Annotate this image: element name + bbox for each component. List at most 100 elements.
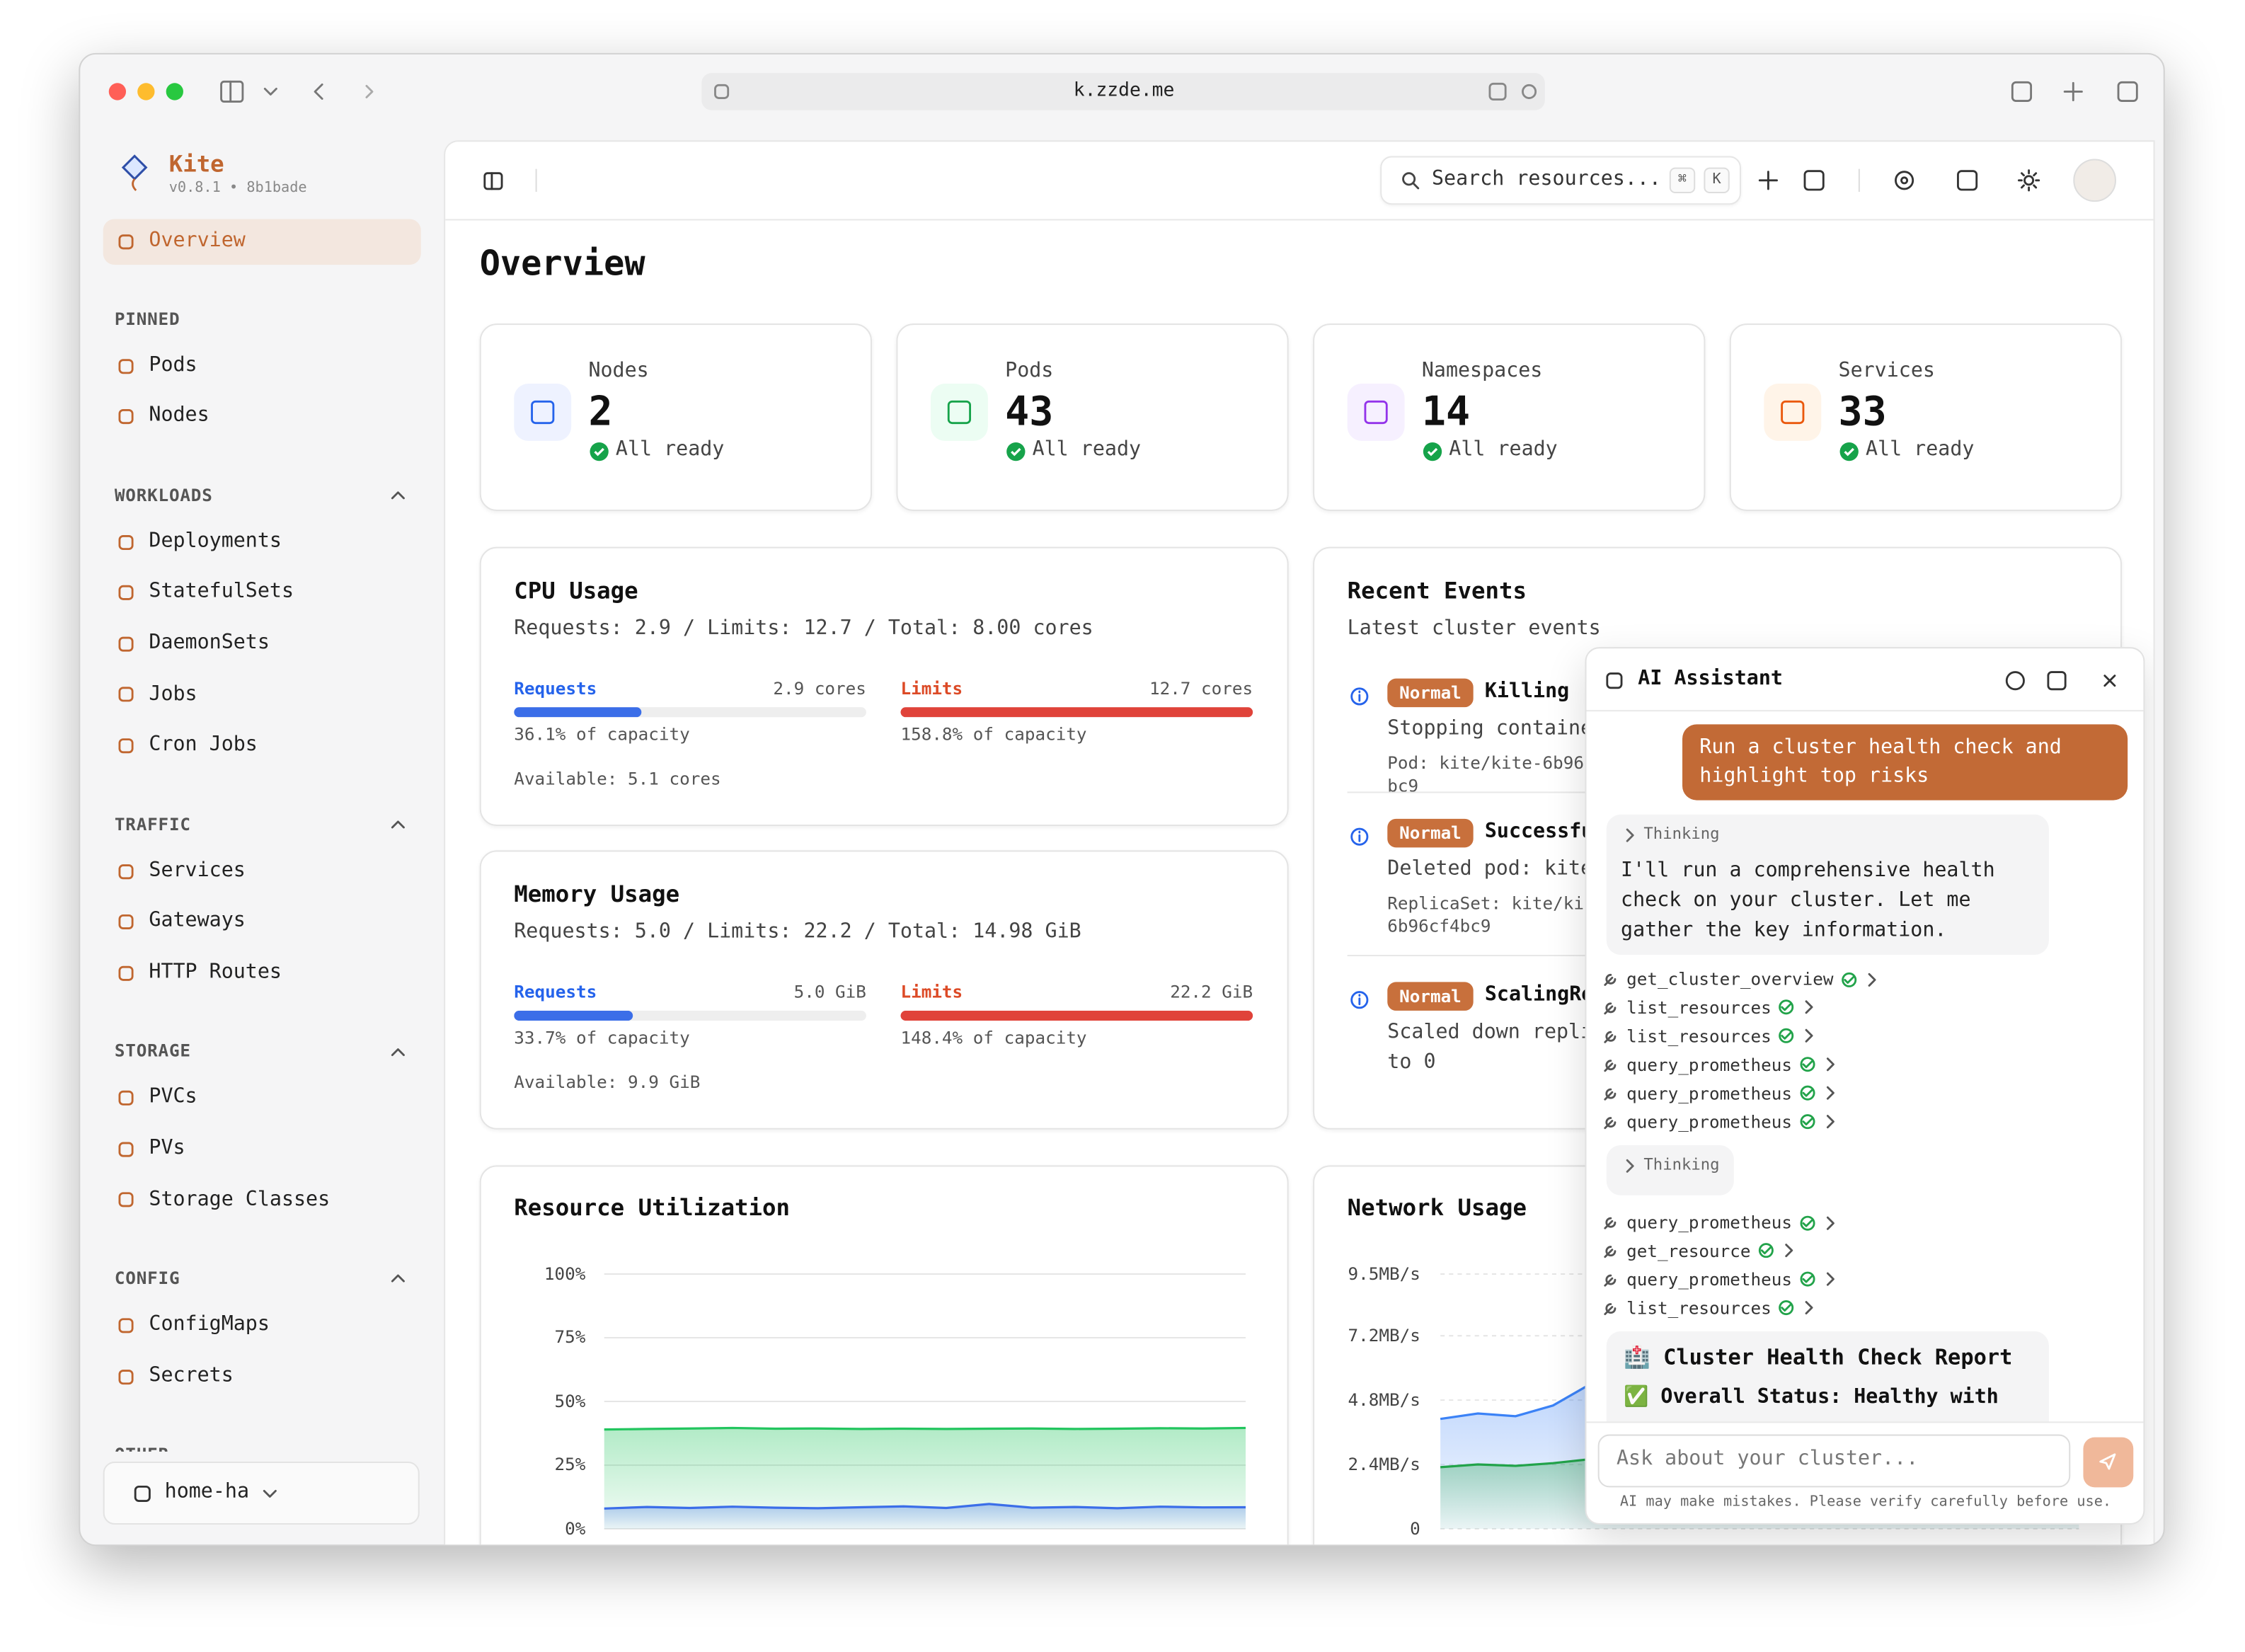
icon-shape	[1805, 1301, 1813, 1315]
icon-shape	[1779, 1000, 1794, 1016]
icon-shape	[2099, 1453, 2116, 1470]
icon-shape	[1799, 1057, 1815, 1072]
tool-call[interactable]: query_prometheus	[1602, 1108, 1838, 1134]
icon-shape	[1605, 672, 1622, 689]
tool-call[interactable]: list_resources	[1602, 1295, 1818, 1321]
nav-item-label: Nodes	[149, 403, 209, 428]
cluster-selector[interactable]	[103, 1461, 420, 1525]
check-icon	[1799, 1057, 1815, 1072]
check-icon	[1799, 1272, 1815, 1287]
wrench-icon	[1604, 1002, 1617, 1015]
icon-shape	[118, 1369, 134, 1384]
tool-call[interactable]: list_resources	[1602, 994, 1818, 1020]
sidebar-icon	[220, 80, 244, 103]
icon-shape	[2046, 670, 2066, 690]
search-box[interactable]	[1380, 156, 1741, 205]
chev-up-icon	[391, 820, 405, 829]
wrench-icon	[1604, 1087, 1617, 1100]
bar-fill	[900, 707, 1253, 718]
input-divider	[1586, 1421, 2144, 1423]
stat-label: Pods	[1005, 360, 1054, 383]
icon	[118, 234, 134, 250]
chev-down-icon	[263, 87, 277, 96]
traffic-light[interactable]	[108, 83, 127, 101]
icon-shape	[391, 1275, 405, 1283]
check-fill-icon	[1006, 441, 1025, 461]
stat-card[interactable]	[1313, 323, 1706, 512]
icon-shape	[1900, 176, 1909, 185]
close-icon	[2103, 674, 2115, 687]
icon-shape	[1758, 171, 1778, 190]
icon-shape	[2103, 674, 2115, 687]
stat-label: Namespaces	[1421, 360, 1543, 383]
bar-amount: 2.9 cores	[773, 677, 866, 699]
card-summary: Requests: 5.0 / Limits: 22.2 / Total: 14…	[514, 920, 1081, 944]
check-icon	[1779, 1000, 1794, 1016]
icon-shape	[483, 171, 503, 190]
section-title: STORAGE	[114, 1040, 191, 1062]
tool-call[interactable]: query_prometheus	[1602, 1210, 1838, 1235]
disclaimer: AI may make mistakes. Please verify care…	[1619, 1494, 2112, 1510]
avatar[interactable]	[2073, 159, 2116, 202]
circle-icon	[2004, 670, 2024, 690]
send-button[interactable]	[2083, 1437, 2134, 1488]
sidebar-icon	[483, 171, 503, 190]
icon-shape	[133, 1484, 150, 1501]
stat-status: All ready	[1032, 438, 1142, 461]
tool-call[interactable]: get_cluster_overview	[1602, 966, 1879, 992]
nav-item-label: PVs	[149, 1136, 185, 1160]
chev-right-icon	[1805, 1001, 1813, 1015]
nav-item-label: Pods	[149, 352, 197, 377]
icon-shape	[2063, 81, 2083, 101]
stat-card[interactable]	[896, 323, 1289, 512]
stat-card[interactable]	[479, 323, 873, 512]
stat-label: Nodes	[588, 360, 649, 383]
logo-shape	[121, 154, 148, 180]
tool-call[interactable]: list_resources	[1602, 1023, 1818, 1049]
tool-name: list_resources	[1626, 1026, 1772, 1047]
icon-shape	[1957, 170, 1978, 191]
tool-call[interactable]: query_prometheus	[1602, 1267, 1838, 1292]
card-title: Memory Usage	[514, 880, 680, 907]
stat-value: 2	[588, 388, 613, 436]
chev-right-icon	[1805, 1029, 1813, 1043]
traffic-light[interactable]	[166, 83, 183, 101]
traffic-light[interactable]	[137, 83, 155, 101]
thinking-text: I'll run a comprehensive health check on…	[1621, 859, 1995, 942]
icon-shape	[1522, 84, 1537, 99]
icon-shape	[2011, 81, 2033, 103]
icon-shape	[1843, 975, 1854, 983]
tool-call[interactable]: query_prometheus	[1602, 1080, 1838, 1106]
icon-shape	[1350, 990, 1368, 1009]
tool-name: query_prometheus	[1626, 1083, 1792, 1103]
icon-shape	[118, 409, 134, 425]
nav-item-label: Cron Jobs	[149, 733, 258, 757]
report-line: ✅ Overall Status: Healthy with	[1624, 1386, 1999, 1409]
chev-right-icon	[1826, 1086, 1835, 1100]
icon-shape	[1779, 1028, 1794, 1044]
icon-shape	[1413, 183, 1420, 190]
available: Available: 5.1 cores	[514, 768, 721, 788]
icon	[1803, 170, 1825, 191]
check-icon	[1841, 971, 1856, 987]
chart-title: Network Usage	[1347, 1193, 1527, 1221]
nav-item-label: Storage Classes	[149, 1187, 331, 1211]
stat-card[interactable]	[1729, 323, 2123, 512]
icon-shape	[1350, 827, 1368, 845]
chat-input[interactable]	[1597, 1434, 2071, 1488]
icon-shape	[1604, 1002, 1617, 1015]
nav-item[interactable]	[103, 219, 421, 265]
section-title: WORKLOADS	[114, 484, 213, 505]
tool-call[interactable]: query_prometheus	[1602, 1052, 1838, 1077]
url-bar[interactable]	[701, 73, 1545, 110]
thinking-label: Thinking	[1643, 825, 1720, 844]
available: Available: 9.9 GiB	[514, 1072, 701, 1092]
tool-call[interactable]: get_resource	[1602, 1238, 1797, 1263]
icon	[1957, 170, 1978, 191]
icon	[118, 358, 134, 374]
icon	[118, 738, 134, 754]
icon-shape	[1758, 1243, 1774, 1258]
icon-shape	[1604, 973, 1617, 986]
event-badge: Normal	[1387, 818, 1474, 848]
